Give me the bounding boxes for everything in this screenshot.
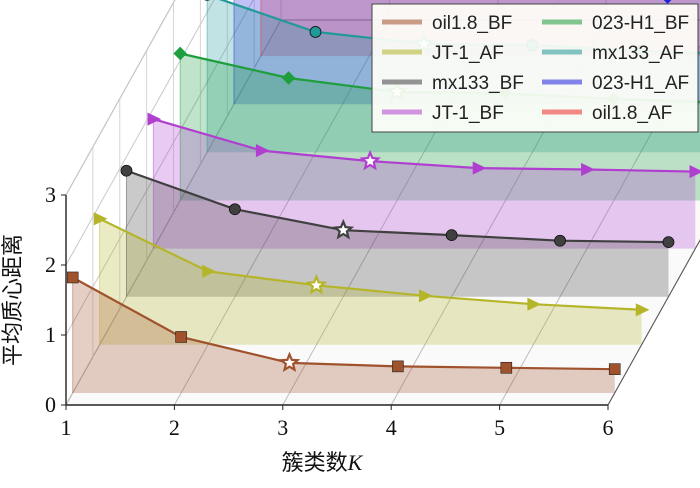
best-k-star [305,273,328,295]
y-tick-label: 2 [45,252,56,277]
data-point [418,289,433,303]
data-point [309,26,322,38]
data-point [66,271,79,284]
series-lines [72,0,700,393]
series-line [99,217,642,311]
data-point [689,165,700,179]
x-tick-label: 1 [61,415,72,440]
data-point [175,331,187,343]
data-point [663,0,672,4]
legend-label: oil1.8_BF [432,13,512,34]
data-point [635,303,650,317]
legend-label: 023-H1_AF [592,73,689,94]
data-point [120,164,133,177]
legend-label: mx133_BF [432,73,524,94]
legend: oil1.8_BF 023-H1_BF JT-1_AF mx133_AF mx133_B… [371,3,699,133]
legend-label: JT-1_AF [432,43,504,64]
best-k-star [278,351,301,373]
side-gridline-y [65,0,176,196]
legend-label: mx133_AF [592,43,684,64]
series-fill [153,119,696,249]
data-point [662,236,675,249]
series-line [152,118,696,173]
data-point [554,234,566,247]
side-gridline-y [65,0,215,266]
series-line [126,169,669,244]
data-point [445,229,458,242]
x-tick-label: 6 [603,415,614,440]
x-tick-label: 5 [494,415,505,440]
data-point [581,162,595,176]
x-tick-label: 3 [277,415,288,440]
x-axis-title: 簇类数K [282,450,364,476]
best-k-star [332,218,355,240]
depth-axis-line [607,239,700,406]
data-point [255,144,270,158]
data-point [173,46,187,61]
data-point [147,112,162,126]
x-tick-label: 2 [169,415,180,440]
legend-label: JT-1_BF [432,103,504,124]
data-point [608,363,621,375]
series-line [72,276,615,371]
x-tick-label: 4 [386,415,397,440]
side-gridline-y [65,0,254,336]
data-point [202,264,216,278]
y-tick-label: 1 [45,322,56,347]
best-k-star [359,149,381,171]
data-point [392,360,404,373]
legend-label: oil1.8_AF [592,103,672,124]
series-fill [72,277,615,393]
data-point [228,203,241,216]
y-tick-label: 0 [45,392,56,417]
floor-gridline [173,19,390,406]
data-point [472,161,487,175]
data-point [527,297,541,311]
y-tick-label: 3 [45,182,56,207]
legend-box [371,3,699,133]
y-axis-title: 平均质心距离 [1,234,26,366]
legend-label: 023-H1_BF [592,13,689,34]
data-point [500,361,513,374]
series-fill [99,218,642,345]
data-point [281,71,296,85]
data-point [93,212,108,226]
